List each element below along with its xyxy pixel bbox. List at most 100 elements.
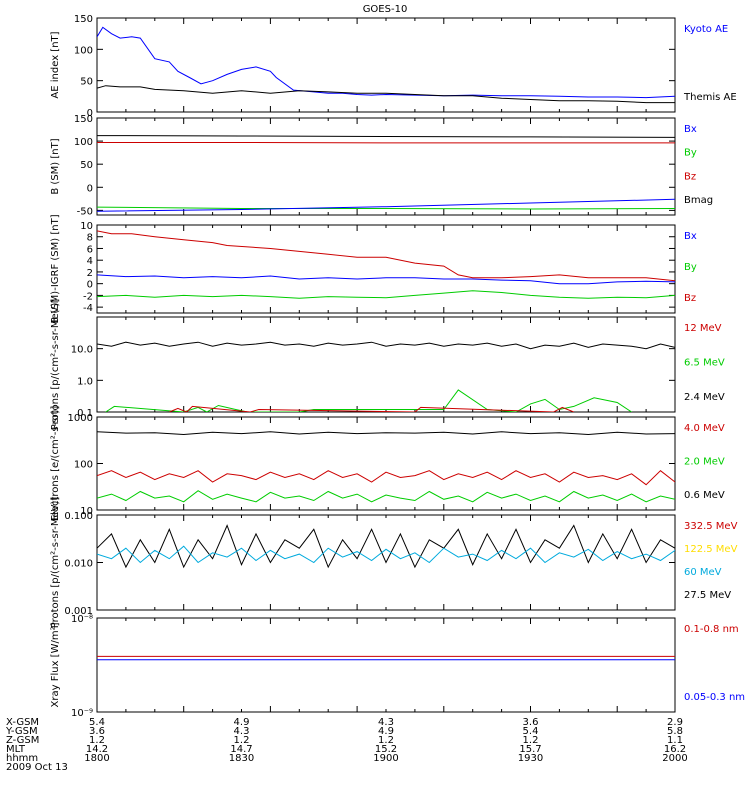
- footer-value: 1800: [84, 753, 109, 764]
- legend-label: 0.1-0.8 nm: [684, 624, 739, 635]
- legend-label: 4.0 MeV: [684, 423, 725, 434]
- footer-value: 1.2: [234, 735, 250, 746]
- legend-label: By: [684, 148, 697, 159]
- y-tick-label: 6: [87, 244, 93, 255]
- y-axis-label: Electrons [e/(cm²-s-sr)]: [50, 406, 61, 522]
- footer-value: 1930: [518, 753, 543, 764]
- panel-4: 0.1 1.0 10.0 Protons [p/(cm²-s-sr-MeV)] 12 M…: [50, 299, 725, 431]
- legend-label: Bz: [684, 293, 696, 304]
- footer-value: 15.7: [519, 744, 541, 755]
- y-tick-label: -4: [83, 303, 93, 314]
- y-tick-label: 0: [87, 280, 93, 291]
- y-tick-label: 1.0: [77, 376, 93, 387]
- y-tick-label: 2: [87, 268, 93, 279]
- y-tick-label: 0: [87, 108, 93, 119]
- footer-value: 4.9: [378, 726, 394, 737]
- y-tick-label: 1000: [68, 413, 93, 424]
- y-tick-label: 10: [80, 506, 93, 517]
- y-axis-label: B (SM) [nT]: [50, 138, 61, 194]
- y-tick-label: 0.100: [64, 511, 93, 522]
- y-tick-label: 10: [80, 221, 93, 232]
- y-tick-label: 10⁻⁹: [71, 708, 93, 719]
- footer-value: 5.8: [667, 726, 683, 737]
- y-tick-label: -50: [77, 206, 93, 217]
- legend-label: Bmag: [684, 195, 713, 206]
- footer-date: 2009 Oct 13: [6, 762, 68, 773]
- legend-label: 60 MeV: [684, 567, 722, 578]
- panel-1: 0 50 100 150 AE index [nT] Kyoto AE Themis AE: [50, 14, 737, 119]
- y-tick-label: 50: [80, 160, 93, 171]
- legend-label: By: [684, 262, 697, 273]
- footer-value: 1830: [229, 753, 254, 764]
- legend-label: 0.6 MeV: [684, 490, 725, 501]
- footer-value: 5.4: [89, 717, 105, 728]
- panel-frame: [96, 117, 676, 216]
- series-line: [97, 545, 675, 564]
- series-line: [97, 274, 675, 285]
- y-tick-label: 10⁻⁸: [71, 614, 93, 625]
- footer-value: 14.7: [230, 744, 252, 755]
- legend-label: 12 MeV: [684, 323, 722, 334]
- legend-label: Bx: [684, 231, 697, 242]
- y-tick-label: 0.1: [77, 408, 93, 419]
- legend-label: Themis AE: [683, 92, 737, 103]
- panel-7: 10⁻⁹ 10⁻⁸ Xray Flux [W/m²] 0.1-0.8 nm 0.05-0…: [50, 614, 745, 719]
- y-tick-label: 150: [74, 114, 93, 125]
- footer-value: 4.9: [234, 717, 250, 728]
- footer-row-label: MLT: [6, 744, 26, 755]
- y-tick-label: 100: [74, 45, 93, 56]
- series-line: [97, 198, 675, 212]
- legend-label: 332.5 MeV: [684, 521, 738, 532]
- panel-frame: [96, 224, 676, 314]
- y-axis-label: Protons [p/(cm²-s-sr-MeV)]: [50, 497, 61, 629]
- panel-frame: [96, 416, 676, 511]
- series-line: [169, 405, 574, 412]
- panel-frame: [96, 617, 676, 713]
- legend-label: 27.5 MeV: [684, 590, 731, 601]
- y-tick-label: 0.010: [64, 559, 93, 570]
- series-line: [97, 85, 675, 104]
- footer-value: 4.3: [234, 726, 250, 737]
- series-line: [97, 341, 675, 350]
- footer-value: 4.3: [378, 717, 394, 728]
- footer-row-label: Y-GSM: [5, 726, 38, 737]
- legend-label: 0.05-0.3 nm: [684, 692, 745, 703]
- footer-value: 16.2: [664, 744, 686, 755]
- footer-row-label: X-GSM: [6, 717, 39, 728]
- footer-row-label: Z-GSM: [6, 735, 39, 746]
- y-tick-label: 0: [87, 183, 93, 194]
- series-line: [97, 470, 675, 486]
- series-line: [97, 490, 675, 503]
- footer-value: 2000: [662, 753, 687, 764]
- series-line: [97, 26, 675, 99]
- footer-value: 1.2: [89, 735, 105, 746]
- series-line: [97, 524, 675, 569]
- legend-label: 122.5 MeV: [684, 544, 738, 555]
- y-tick-label: -2: [83, 291, 93, 302]
- y-tick-label: 100: [74, 460, 93, 471]
- y-tick-label: 4: [87, 256, 93, 267]
- series-line: [105, 389, 632, 412]
- y-tick-label: 150: [74, 14, 93, 25]
- footer-row-label: hhmm: [6, 753, 38, 764]
- footer-value: 3.6: [89, 726, 105, 737]
- legend-label: 2.4 MeV: [684, 392, 725, 403]
- footer-value: 15.2: [375, 744, 397, 755]
- footer-value: 14.2: [86, 744, 108, 755]
- legend-label: 6.5 MeV: [684, 358, 725, 369]
- series-line: [97, 431, 675, 436]
- series-line: [97, 206, 675, 210]
- y-tick-label: 10.0: [71, 345, 93, 356]
- footer-value: 5.4: [523, 726, 539, 737]
- footer-value: 3.6: [523, 717, 539, 728]
- series-line: [97, 230, 675, 282]
- legend-label: Bz: [684, 171, 696, 182]
- y-tick-label: 8: [87, 233, 93, 244]
- y-tick-label: 50: [80, 77, 93, 88]
- panel-5: 10 100 1000 Electrons [e/(cm²-s-sr)] 4.0 MeV…: [50, 406, 725, 522]
- panel-frame: [96, 316, 676, 413]
- panel-frame: [96, 17, 676, 113]
- footer-value: 1.1: [667, 735, 683, 746]
